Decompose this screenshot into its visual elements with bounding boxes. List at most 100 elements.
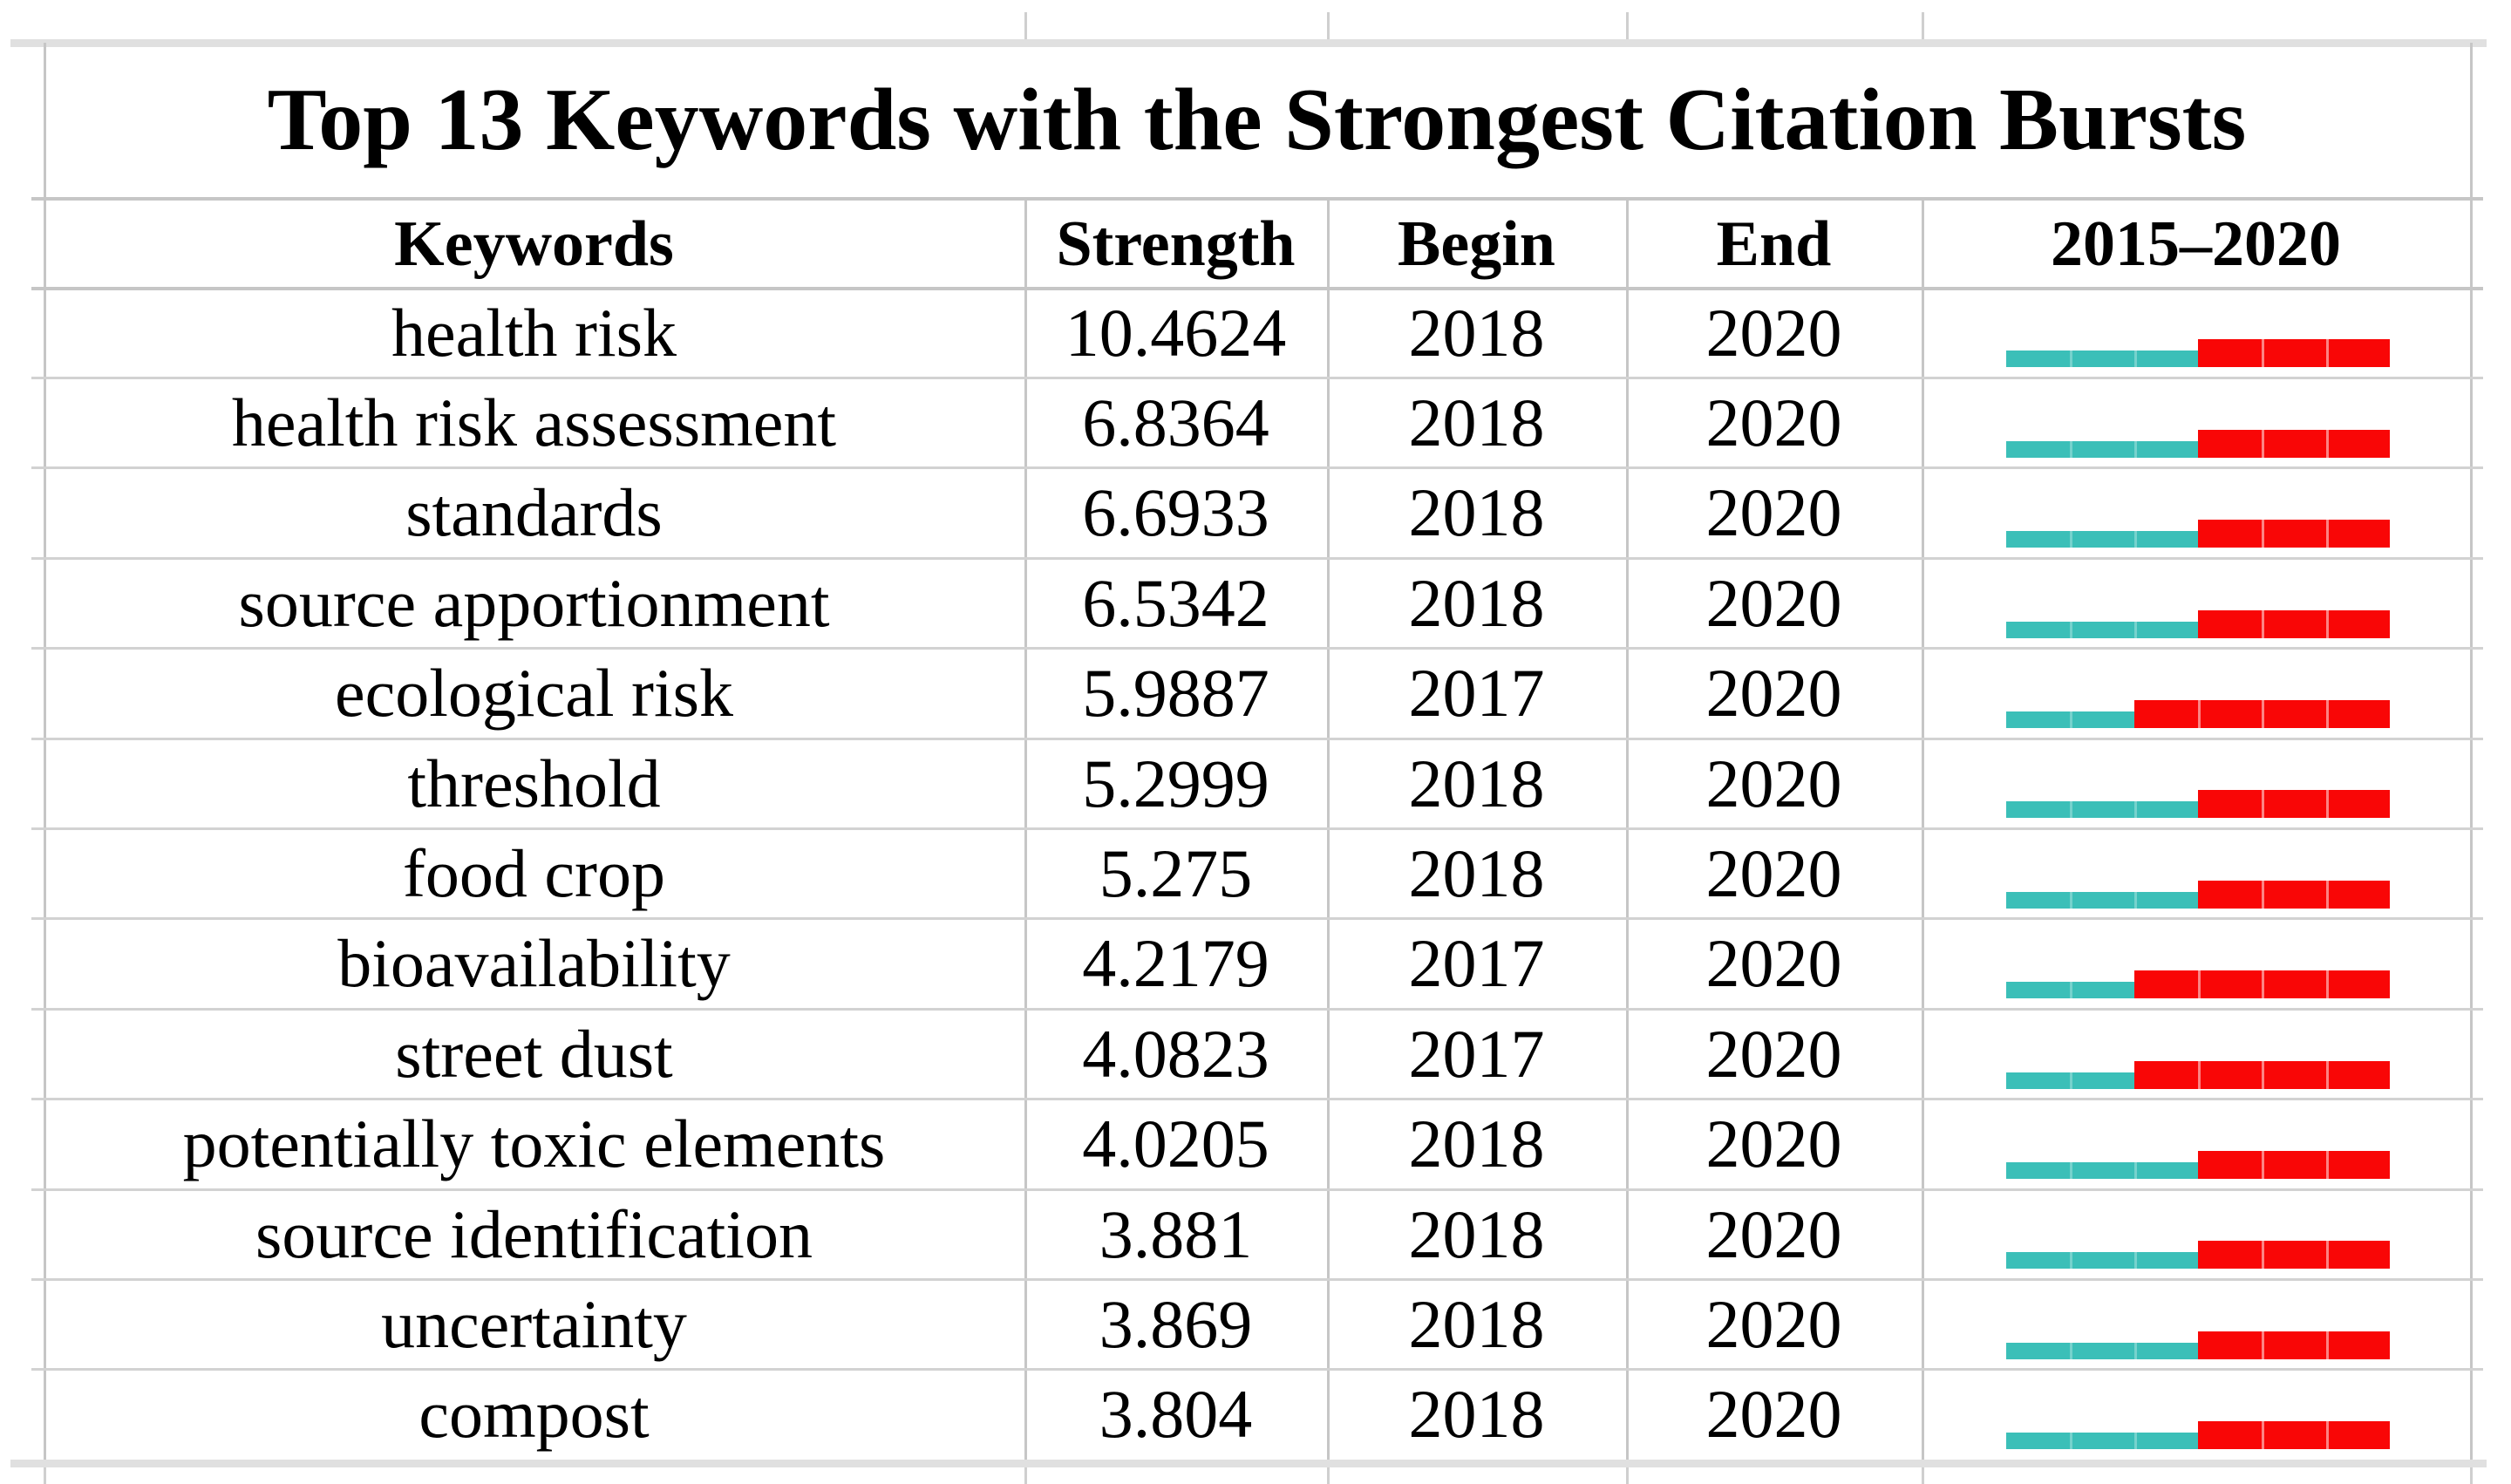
pre-burst-segment bbox=[2070, 621, 2134, 638]
keyword-cell: street dust bbox=[395, 1015, 673, 1092]
burst-segment bbox=[2197, 700, 2263, 728]
pre-burst-segment bbox=[2133, 891, 2198, 909]
strength-cell: 5.9887 bbox=[1082, 655, 1269, 732]
pre-burst-segment bbox=[2006, 440, 2071, 458]
pre-burst-segment bbox=[2070, 891, 2134, 909]
pre-burst-segment bbox=[2006, 982, 2071, 999]
table-top-border bbox=[10, 39, 2487, 47]
strength-cell: 4.0205 bbox=[1082, 1106, 1269, 1182]
pre-burst-segment bbox=[2006, 351, 2071, 368]
burst-segment bbox=[2325, 609, 2390, 638]
burst-segment bbox=[2262, 1151, 2326, 1179]
strength-cell: 6.8364 bbox=[1082, 385, 1269, 461]
burst-segment bbox=[2262, 609, 2326, 638]
gridline-stub bbox=[1922, 1467, 1924, 1484]
gridline bbox=[31, 466, 2483, 470]
pre-burst-segment bbox=[2070, 1342, 2134, 1359]
pre-burst-segment bbox=[2070, 1162, 2134, 1179]
gridline-stub bbox=[1327, 1467, 1330, 1484]
end-year-cell: 2020 bbox=[1705, 1286, 1842, 1363]
burst-segment bbox=[2325, 339, 2390, 368]
pre-burst-segment bbox=[2006, 1072, 2071, 1089]
burst-segment bbox=[2197, 1060, 2263, 1089]
burst-timeline-cell bbox=[2006, 880, 2390, 909]
end-year-cell: 2020 bbox=[1705, 385, 1842, 461]
gridline-stub bbox=[1024, 1467, 1027, 1484]
burst-segment bbox=[2197, 1331, 2263, 1359]
end-year-cell: 2020 bbox=[1705, 745, 1842, 821]
pre-burst-segment bbox=[2133, 1162, 2198, 1179]
gridline bbox=[31, 737, 2483, 740]
strength-cell: 5.275 bbox=[1099, 835, 1253, 912]
strength-cell: 5.2999 bbox=[1082, 745, 1269, 821]
gridline bbox=[31, 1277, 2483, 1281]
burst-segment bbox=[2262, 339, 2326, 368]
gridline bbox=[31, 197, 2483, 201]
end-year-cell: 2020 bbox=[1705, 835, 1842, 912]
gridline-stub bbox=[44, 1467, 46, 1484]
pre-burst-segment bbox=[2133, 440, 2198, 458]
strength-cell: 4.2179 bbox=[1082, 925, 1269, 1002]
burst-segment bbox=[2325, 880, 2390, 909]
keyword-cell: health risk bbox=[391, 294, 677, 371]
burst-segment bbox=[2325, 429, 2390, 458]
burst-segment bbox=[2262, 1241, 2326, 1270]
burst-timeline-cell bbox=[2006, 339, 2390, 368]
table-left-border bbox=[44, 43, 46, 1460]
gridline bbox=[31, 1007, 2483, 1011]
burst-timeline-cell bbox=[2006, 1241, 2390, 1270]
burst-timeline-cell bbox=[2006, 429, 2390, 458]
burst-segment bbox=[2325, 1060, 2390, 1089]
gridline bbox=[31, 556, 2483, 560]
begin-year-cell: 2018 bbox=[1408, 564, 1545, 641]
strength-cell: 3.881 bbox=[1099, 1195, 1253, 1272]
burst-segment bbox=[2133, 1060, 2198, 1089]
burst-segment bbox=[2197, 1151, 2263, 1179]
burst-segment bbox=[2197, 429, 2263, 458]
keyword-cell: health risk assessment bbox=[231, 385, 837, 461]
strength-cell: 4.0823 bbox=[1082, 1015, 1269, 1092]
gridline bbox=[31, 1098, 2483, 1101]
begin-year-cell: 2018 bbox=[1408, 1195, 1545, 1272]
pre-burst-segment bbox=[2133, 1252, 2198, 1270]
begin-year-cell: 2018 bbox=[1408, 385, 1545, 461]
pre-burst-segment bbox=[2006, 711, 2071, 728]
gridline bbox=[31, 1188, 2483, 1191]
pre-burst-segment bbox=[2133, 351, 2198, 368]
gridline bbox=[31, 647, 2483, 650]
gridline bbox=[31, 376, 2483, 379]
pre-burst-segment bbox=[2006, 801, 2071, 819]
begin-year-cell: 2017 bbox=[1408, 655, 1545, 732]
strength-cell: 6.6933 bbox=[1082, 474, 1269, 551]
column-header-strength: Strength bbox=[1056, 208, 1296, 280]
pre-burst-segment bbox=[2006, 1162, 2071, 1179]
burst-segment bbox=[2197, 339, 2263, 368]
pre-burst-segment bbox=[2006, 891, 2071, 909]
burst-segment bbox=[2325, 970, 2390, 999]
keyword-cell: ecological risk bbox=[335, 655, 733, 732]
pre-burst-segment bbox=[2070, 711, 2134, 728]
end-year-cell: 2020 bbox=[1705, 655, 1842, 732]
gridline-stub bbox=[1626, 12, 1629, 39]
gridline bbox=[31, 287, 2483, 290]
pre-burst-segment bbox=[2133, 1433, 2198, 1450]
pre-burst-segment bbox=[2070, 801, 2134, 819]
burst-segment bbox=[2197, 1241, 2263, 1270]
column-header-keywords: Keywords bbox=[394, 208, 674, 280]
burst-segment bbox=[2197, 970, 2263, 999]
column-header-end: End bbox=[1716, 208, 1832, 280]
burst-segment bbox=[2325, 1151, 2390, 1179]
begin-year-cell: 2018 bbox=[1408, 1376, 1545, 1453]
burst-segment bbox=[2325, 790, 2390, 819]
begin-year-cell: 2018 bbox=[1408, 1286, 1545, 1363]
column-header-period: 2015–2020 bbox=[2051, 208, 2341, 280]
pre-burst-segment bbox=[2006, 1252, 2071, 1270]
strength-cell: 10.4624 bbox=[1065, 294, 1287, 371]
burst-segment bbox=[2262, 1331, 2326, 1359]
pre-burst-segment bbox=[2070, 1252, 2134, 1270]
pre-burst-segment bbox=[2133, 801, 2198, 819]
gridline-stub bbox=[2470, 1467, 2473, 1484]
burst-segment bbox=[2262, 520, 2326, 548]
burst-segment bbox=[2262, 1060, 2326, 1089]
